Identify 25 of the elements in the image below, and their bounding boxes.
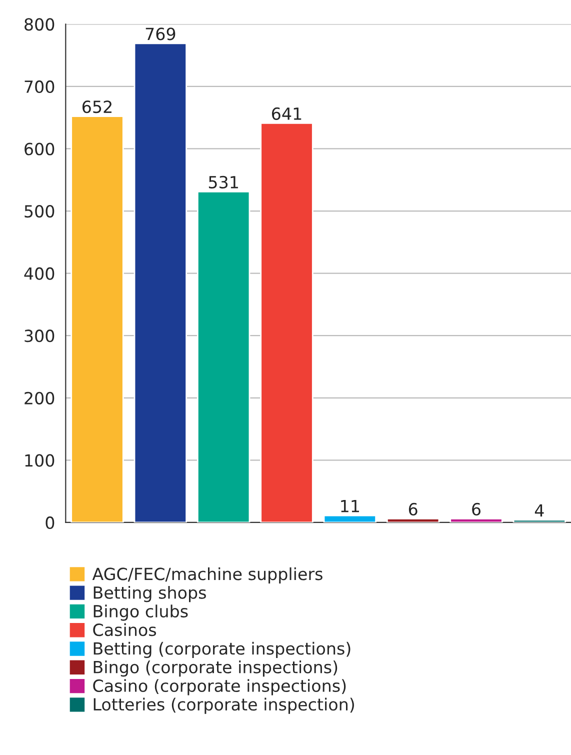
data-label: 4 [534,504,544,516]
y-tick-label: 700 [24,80,54,94]
y-tick-label: 0 [46,516,54,530]
y-tick-label: 500 [24,204,54,218]
legend-label: Bingo (corporate inspections) [94,660,338,677]
legend-label: Bingo clubs [94,604,188,621]
data-label: 6 [472,502,480,516]
data-label: 769 [146,28,176,40]
y-tick-label: 800 [24,18,54,31]
y-tick-label: 100 [25,454,54,467]
legend-label: Betting (corporate inspections) [94,642,350,658]
data-label: 531 [208,176,238,188]
y-tick-label: 400 [24,267,54,280]
y-tick-label: 200 [24,392,54,404]
y-tick-label: 300 [24,330,54,342]
legend-label: Casino (corporate inspections) [93,679,346,696]
legend-label: Betting shops [94,586,206,602]
legend-label: Casinos [93,623,156,636]
legend-label: AGC/FEC/machine suppliers [92,567,322,584]
y-tick-label: 600 [24,142,54,156]
data-label: 6 [408,502,418,516]
legend-label: Lotteries (corporate inspection) [94,698,354,714]
data-label: 652 [82,100,112,114]
data-label: 641 [272,107,302,120]
data-label: 11 [341,500,359,512]
